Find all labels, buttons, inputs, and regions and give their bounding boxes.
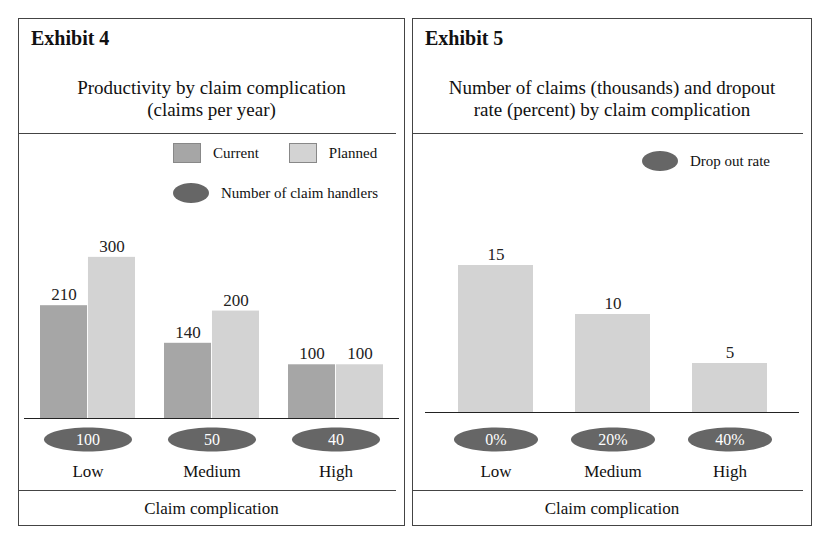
svg-text:Low: Low: [480, 462, 512, 481]
svg-text:210: 210: [51, 285, 77, 304]
html-text:Exhibit 4: Exhibit 4: [31, 27, 110, 49]
svg-text:Medium: Medium: [584, 462, 642, 481]
svg-text:100: 100: [347, 344, 373, 363]
svg-text:140: 140: [175, 323, 201, 342]
svg-text:40%: 40%: [715, 431, 744, 448]
html-text:Claim complication: Claim complication: [544, 499, 680, 518]
html-text:Current: Current: [213, 144, 259, 161]
svg-text:300: 300: [99, 237, 125, 256]
svg-text:200: 200: [223, 291, 249, 310]
html-text:Drop out rate: Drop out rate: [690, 152, 770, 169]
svg-text:40: 40: [328, 431, 344, 448]
html-text:Number of claim handlers: Number of claim handlers: [221, 184, 378, 201]
svg-text:100: 100: [76, 431, 100, 448]
svg-text:50: 50: [204, 431, 220, 448]
svg-text:High: High: [319, 462, 354, 481]
html-text:Claim complication: Claim complication: [144, 499, 279, 518]
svg-text:5: 5: [726, 343, 735, 362]
html-text:Planned: Planned: [328, 144, 378, 161]
svg-text:100: 100: [299, 344, 325, 363]
svg-text:High: High: [713, 462, 748, 481]
svg-text:Low: Low: [72, 462, 104, 481]
svg-text:Medium: Medium: [183, 462, 241, 481]
html-text:Exhibit 5: Exhibit 5: [425, 27, 504, 49]
html-text:Productivity by claim complica: Productivity by claim complication (clai…: [77, 77, 346, 120]
svg-text:10: 10: [605, 294, 622, 313]
svg-text:15: 15: [488, 245, 505, 264]
svg-text:0%: 0%: [485, 431, 506, 448]
svg-text:20%: 20%: [598, 431, 627, 448]
html-text:Number of claims (thousands) a: Number of claims (thousands) and dropout…: [448, 77, 776, 120]
